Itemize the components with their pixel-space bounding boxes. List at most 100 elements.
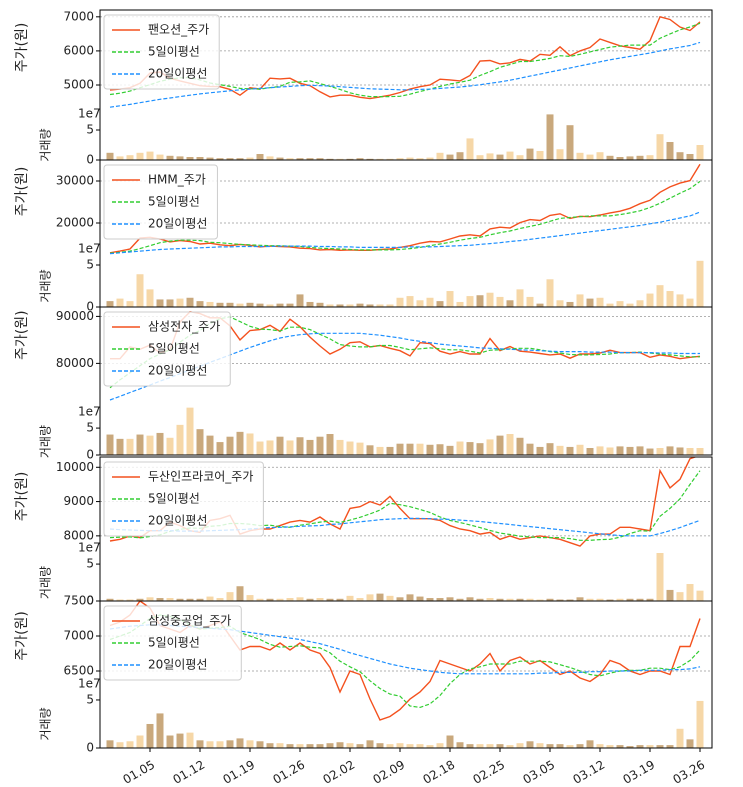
volume-bar: [466, 138, 474, 160]
volume-bar: [136, 735, 144, 748]
volume-bar: [426, 297, 434, 307]
volume-bar: [296, 744, 304, 748]
volume-bar: [316, 158, 324, 160]
volume-bar: [176, 298, 184, 307]
volume-bar: [336, 439, 344, 455]
volume-bar: [436, 598, 444, 601]
volume-bar: [216, 598, 224, 601]
legend-label: 20일이평선: [148, 514, 207, 528]
volume-bar: [576, 744, 584, 748]
volume-bar: [556, 599, 564, 601]
volume-bar: [296, 437, 304, 455]
y-axis-label: 주가(원): [14, 23, 30, 73]
volume-bar: [506, 434, 514, 455]
volume-bar: [496, 744, 504, 748]
volume-bar: [606, 155, 614, 160]
volume-bar: [686, 739, 694, 748]
volume-bar: [576, 597, 584, 601]
volume-bar: [336, 158, 344, 160]
volume-bar: [646, 598, 654, 601]
volume-bar: [186, 157, 194, 160]
x-tick-label: 01.12: [170, 758, 207, 787]
volume-bar: [516, 437, 524, 455]
volume-bar: [416, 744, 424, 748]
volume-bar: [596, 446, 604, 455]
volume-bar: [186, 297, 194, 307]
x-tick-label: 03.12: [570, 758, 607, 787]
x-tick-label: 02.02: [320, 758, 357, 787]
legend-label: 20일이평선: [148, 217, 207, 231]
volume-bar: [436, 444, 444, 455]
volume-bar: [526, 148, 534, 160]
volume-bar: [106, 152, 114, 160]
volume-bar: [666, 142, 674, 160]
volume-bar: [206, 435, 214, 455]
volume-bar: [596, 152, 604, 160]
volume-bar: [306, 158, 314, 160]
volume-bar: [366, 740, 374, 748]
volume-bar: [386, 446, 394, 455]
volume-bar: [696, 145, 704, 160]
volume-bar: [146, 723, 154, 748]
volume-bar: [236, 303, 244, 307]
volume-bar: [556, 744, 564, 748]
volume-bar: [646, 448, 654, 455]
volume-bar: [596, 744, 604, 748]
volume-bar: [196, 740, 204, 748]
volume-bar: [586, 740, 594, 748]
volume-bar: [676, 152, 684, 160]
volume-bar: [216, 158, 224, 160]
volume-bar: [266, 304, 274, 307]
volume-bar: [676, 728, 684, 748]
volume-bar: [616, 301, 624, 307]
volume-bar: [436, 301, 444, 307]
volume-bar: [156, 299, 164, 307]
volume-bar: [316, 744, 324, 748]
volume-bar: [466, 442, 474, 455]
legend-box: [103, 605, 242, 681]
volume-bar: [296, 597, 304, 601]
volume-bar: [576, 444, 584, 455]
volume-bar: [176, 424, 184, 455]
volume-bar: [166, 735, 174, 748]
volume-bar: [396, 297, 404, 307]
legend-box: [103, 311, 231, 387]
axes-frame: [99, 600, 713, 749]
volume-bar: [596, 598, 604, 601]
volume-bar: [326, 158, 334, 160]
volume-bar: [246, 302, 254, 307]
volume-bar: [446, 445, 454, 455]
volume-bar: [226, 436, 234, 455]
volume-bar: [626, 446, 634, 455]
volume-bar: [246, 595, 254, 601]
volume-bar: [156, 432, 164, 455]
volume-bar: [436, 152, 444, 160]
volume-bar: [356, 598, 364, 601]
legend-label: 5일이평선: [148, 195, 200, 209]
volume-bar: [646, 293, 654, 307]
legend-box: [103, 461, 264, 537]
volume-bar: [156, 713, 164, 748]
volume-bar: [206, 741, 214, 748]
legend-label: 두산인프라코어_주가: [148, 470, 253, 484]
volume-bar: [126, 155, 134, 160]
volume-bar: [456, 441, 464, 455]
volume-bar: [196, 301, 204, 307]
volume-bar: [376, 158, 384, 160]
volume-tick-label: 5: [86, 557, 94, 571]
volume-bar: [346, 743, 354, 748]
volume-bar: [266, 156, 274, 160]
volume-bar: [686, 154, 694, 160]
volume-bar: [146, 151, 154, 160]
volume-bar: [676, 447, 684, 455]
volume-bar: [616, 745, 624, 748]
volume-bar: [546, 443, 554, 455]
volume-bar: [156, 154, 164, 160]
volume-bar: [206, 157, 214, 160]
volume-bar: [426, 444, 434, 455]
volume-bar: [406, 296, 414, 307]
volume-bar: [106, 301, 114, 307]
volume-bar: [566, 446, 574, 455]
volume-bar: [406, 157, 414, 160]
volume-bar: [666, 446, 674, 455]
